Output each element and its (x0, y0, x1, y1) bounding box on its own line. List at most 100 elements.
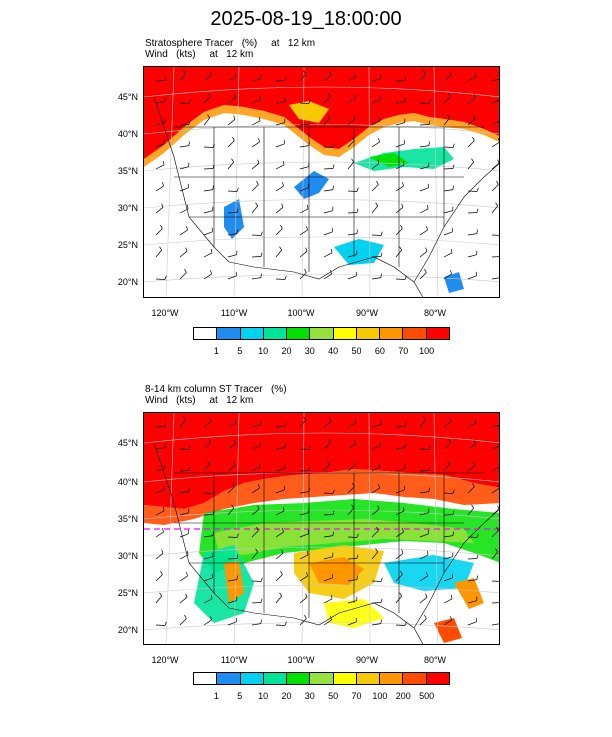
panel1-barb-flag-120 (159, 246, 162, 251)
panel1-barb-78 (227, 190, 238, 192)
panel1-barb-flag-8 (355, 72, 357, 77)
panel1-barb-flag-106 (186, 226, 188, 231)
panel2-barb-flag-28 (474, 440, 476, 445)
panel1-barb-flag-126 (305, 247, 308, 252)
panel1-barb-54 (371, 141, 380, 148)
panel2-barb-flag-103 (476, 554, 479, 559)
panel2-barb-76 (179, 533, 189, 538)
panel2-barb-116 (419, 575, 428, 582)
panel2-barb-flag-5 (284, 422, 287, 427)
panel2-barb-flag-110 (280, 570, 283, 575)
panel2-barb-148 (467, 621, 477, 626)
panel1-barb-120 (155, 249, 162, 258)
panel1-barb-flag-33 (233, 115, 236, 120)
panel2-barb-flag-33 (233, 461, 236, 466)
panel1-barb-108 (227, 233, 237, 236)
panel2-barb-32 (203, 463, 210, 472)
panel2-barb-flag-139 (260, 619, 262, 624)
panel1-colorbar-labels: 1 5 10 20 30 40 50 60 70 100 (193, 346, 450, 358)
panel1-barb-flag-17 (208, 92, 211, 97)
panel1-barb-85 (395, 185, 404, 192)
panel2-barb-34 (251, 466, 261, 472)
panel2-barb-flag-141 (304, 614, 307, 619)
panel1-barb-103 (467, 212, 478, 214)
panel2-barb-flag-57 (452, 489, 455, 494)
panel2-barb-flag-13 (475, 418, 477, 423)
panel2-lat-25: 25°N (117, 588, 138, 598)
panel1-barb-90 (155, 207, 164, 214)
panel2-barb-flag-99 (375, 548, 378, 553)
panel2-barb-flag-100 (401, 549, 404, 554)
panel2-barb-146 (419, 618, 427, 626)
panel1-barb-flag-82 (332, 185, 334, 190)
panel1-barb-26 (419, 102, 430, 104)
panel2-barb-67 (323, 514, 334, 516)
panel2-barb-85 (395, 531, 404, 538)
panel1-barb-110 (275, 228, 283, 236)
panel1-barb-flag-89 (496, 180, 499, 185)
panel1-barb-flag-3 (235, 72, 237, 77)
panel1-lat-20: 20°N (117, 277, 138, 287)
panel2-barb-flag-58 (472, 482, 475, 487)
panel1-barb-flag-6 (303, 70, 306, 75)
panel2-barb-flag-54 (378, 484, 380, 489)
panel2-barb-79 (251, 530, 259, 538)
panel2-barb-99 (371, 551, 378, 560)
panel2-barb-138 (227, 621, 237, 626)
panel1-barb-84 (371, 184, 379, 192)
panel1-barb-127 (323, 252, 333, 258)
panel2-barb-17 (203, 442, 211, 450)
panel1-barb-52 (323, 146, 334, 148)
panel2-barb-flag-109 (260, 577, 263, 582)
panel1-barb-96 (299, 208, 309, 214)
panel1-barb-73 (467, 161, 474, 170)
panel1-barb-119 (491, 234, 499, 236)
panel1-colorbar-swatch-8 (380, 328, 404, 339)
panel2-colorbar-swatch-10 (426, 673, 449, 684)
panel1-barb-146 (419, 272, 427, 280)
panel2-barb-125 (275, 595, 282, 604)
panel1-barb-1 (179, 73, 186, 82)
panel2-barb-109 (251, 580, 262, 582)
panel1-barb-flag-79 (256, 180, 259, 185)
panel1-barb-87 (443, 189, 453, 192)
panel2-barb-flag-12 (449, 417, 452, 422)
panel1-barb-63 (227, 161, 234, 170)
panel2-barb-63 (227, 507, 234, 516)
panel1-barb-129 (371, 256, 382, 258)
panel1-title-line1: Stratosphere Tracer (%) at 12 km (145, 38, 316, 49)
panel1-barb-89 (491, 184, 499, 192)
panel2-barb-108 (227, 579, 237, 582)
panel2-barb-flag-10 (404, 422, 407, 427)
panel2-yellow-patch-south (324, 599, 384, 628)
panel2-barb-50 (275, 489, 285, 494)
panel1-barb-flag-44 (499, 117, 500, 121)
panel1-barb-99 (371, 205, 378, 214)
panel1-barb-92 (203, 210, 213, 214)
panel2-barb-38 (347, 465, 356, 472)
panel1-barb-flag-75 (162, 182, 164, 187)
panel2-barb-114 (371, 580, 382, 582)
panel1-barb-flag-69 (377, 159, 380, 164)
panel2-barb-117 (443, 577, 453, 582)
panel1-barb-flag-32 (207, 114, 210, 119)
panel2-barb-flag-93 (236, 554, 239, 559)
panel1-barb-flag-20 (284, 97, 286, 102)
panel2-barb-flag-31 (188, 466, 191, 471)
panel1-barb-flag-115 (400, 224, 403, 229)
panel1-lat-35: 35°N (117, 166, 138, 176)
panel2-barb-5 (275, 426, 286, 428)
panel1-barb-57 (443, 146, 454, 148)
panel2-barb-87 (443, 535, 453, 538)
panel2-barb-flag-101 (427, 550, 429, 555)
panel2-barb-45 (155, 489, 165, 494)
panel2-colorbar-label-0: 1 (213, 691, 219, 701)
panel1-barb-flag-0 (164, 76, 167, 81)
panel2-barb-flag-36 (308, 466, 311, 471)
panel2-barb-20 (275, 447, 285, 450)
panel1-colorbar-label-6: 50 (351, 346, 362, 356)
panel1-barb-flag-39 (379, 116, 381, 121)
panel2-barb-72 (443, 514, 454, 516)
panel2-barb-flag-140 (284, 621, 287, 626)
panel1-barb-flag-137 (210, 270, 212, 275)
